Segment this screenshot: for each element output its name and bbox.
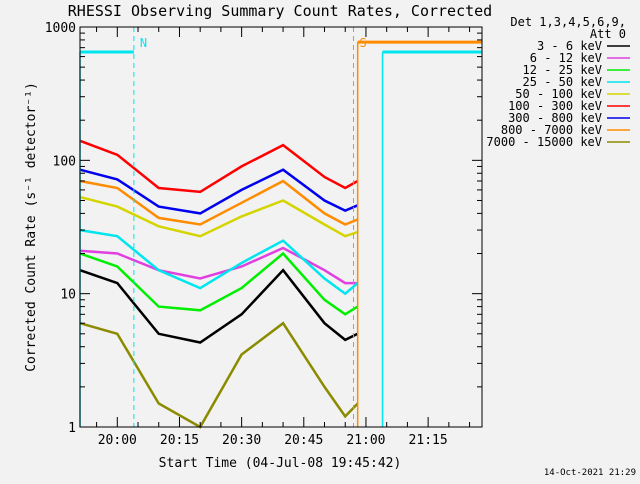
series-line-7 bbox=[79, 179, 359, 226]
chart-title: RHESSI Observing Summary Count Rates, Co… bbox=[68, 2, 492, 20]
series-line-2 bbox=[79, 251, 359, 316]
plot-area: NS bbox=[79, 27, 482, 429]
legend-header-line-1: Det 1,3,4,5,6,9, bbox=[510, 15, 626, 29]
legend-header-line-2: Att 0 bbox=[590, 27, 626, 41]
legend-label-1: 6 - 12 keV bbox=[530, 51, 602, 65]
y-axis-label: Corrected Count Rate (s⁻¹ detector⁻¹) bbox=[24, 82, 39, 372]
legend-label-6: 300 - 800 keV bbox=[508, 111, 602, 125]
legend-label-4: 50 - 100 keV bbox=[515, 87, 602, 101]
plot-frame bbox=[79, 26, 483, 428]
x-tick-label-5: 21:15 bbox=[409, 433, 448, 448]
series-line-3 bbox=[79, 228, 359, 296]
y-tick-label-2: 100 bbox=[53, 154, 76, 169]
legend-label-5: 100 - 300 keV bbox=[508, 99, 602, 113]
y-tick-label-3: 1000 bbox=[45, 21, 76, 36]
axes-frame bbox=[79, 26, 483, 428]
series-line-8 bbox=[79, 321, 359, 429]
legend-label-3: 25 - 50 keV bbox=[523, 75, 602, 89]
series-line-4 bbox=[79, 195, 359, 238]
series-line-0 bbox=[79, 268, 359, 344]
x-tick-label-0: 20:00 bbox=[98, 433, 137, 448]
x-tick-label-4: 21:00 bbox=[346, 433, 385, 448]
y-tick-label-1: 10 bbox=[60, 288, 76, 303]
footer-timestamp: 14-Oct-2021 21:29 bbox=[544, 468, 636, 478]
legend-label-8: 7000 - 15000 keV bbox=[486, 135, 602, 149]
legend-label-2: 12 - 25 keV bbox=[523, 63, 602, 77]
y-tick-label-0: 1 bbox=[68, 421, 76, 436]
axis-ticks: 1 10 100 1000 20:00 20:15 20:30 20:45 21:00 21:15 bbox=[45, 21, 482, 448]
series-line-6 bbox=[79, 168, 359, 215]
x-tick-label-2: 20:30 bbox=[222, 433, 261, 448]
flag-label-0: N bbox=[140, 36, 147, 50]
legend-label-0: 3 - 6 keV bbox=[537, 39, 602, 53]
series-line-5 bbox=[79, 139, 359, 194]
x-axis-label: Start Time (04-Jul-08 19:45:42) bbox=[159, 456, 402, 471]
legend-label-7: 800 - 7000 keV bbox=[501, 123, 602, 137]
x-tick-label-3: 20:45 bbox=[284, 433, 323, 448]
x-tick-label-1: 20:15 bbox=[160, 433, 199, 448]
series-line-1 bbox=[79, 246, 358, 285]
